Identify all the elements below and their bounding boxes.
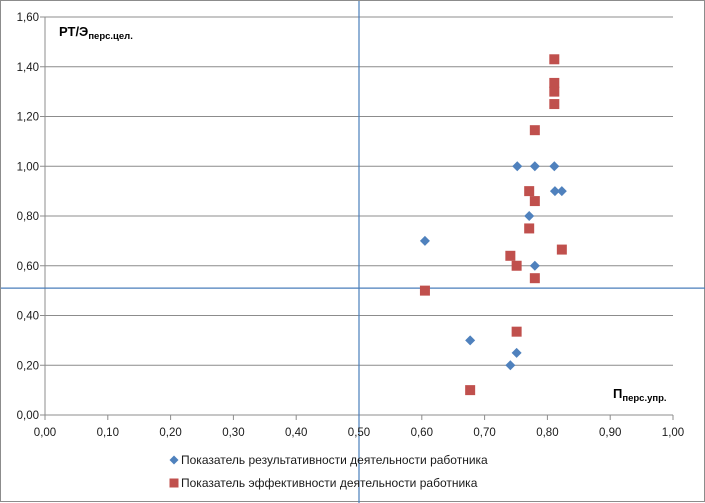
x-tick-label: 0,20 [159, 427, 181, 439]
y-tick-label: 0,40 [17, 311, 39, 323]
legend: Показатель результативности деятельности… [169, 453, 488, 490]
x-tick-label: 1,00 [662, 427, 684, 439]
x-tick-label: 0,00 [34, 427, 56, 439]
legend-item-series-2: Показатель эффективности деятельности ра… [169, 476, 478, 490]
y-axis-title-sub: перс.цел. [88, 31, 133, 42]
data-point-result [549, 161, 560, 172]
x-axis-title: Пперс.упр. [613, 386, 667, 404]
legend-label-series-1: Показатель результативности деятельности… [181, 453, 488, 467]
y-tick-label: 1,60 [17, 12, 39, 24]
x-tick-label: 0,30 [222, 427, 244, 439]
data-point-result [529, 161, 540, 172]
data-point-efficiency [524, 186, 535, 197]
data-points [419, 54, 567, 396]
y-tick-label: 0,20 [17, 360, 39, 372]
data-point-efficiency [419, 285, 430, 296]
data-point-result [511, 347, 522, 358]
data-point-result [512, 161, 523, 172]
axes [40, 16, 674, 420]
data-point-efficiency [511, 326, 522, 337]
data-point-efficiency [511, 260, 522, 271]
x-tick-label: 0,60 [411, 427, 433, 439]
data-point-result [524, 211, 535, 221]
x-tick-label: 0,50 [348, 427, 370, 439]
x-tick-label: 0,10 [97, 427, 119, 439]
data-point-result [529, 260, 540, 271]
y-tick-label: 1,20 [17, 112, 39, 124]
data-point-efficiency [549, 86, 560, 97]
data-point-efficiency [529, 196, 540, 207]
data-point-result [556, 186, 567, 197]
x-axis-title-main: П [613, 386, 622, 401]
y-axis-title-main: РТ/Э [59, 24, 88, 39]
y-tick-label: 0,60 [17, 261, 39, 273]
data-point-result [419, 235, 430, 246]
data-point-efficiency [529, 273, 540, 284]
x-tick-label: 0,40 [285, 427, 307, 439]
legend-label-series-2: Показатель эффективности деятельности ра… [181, 476, 478, 490]
x-tick-label: 0,70 [473, 427, 495, 439]
data-point-efficiency [529, 125, 540, 136]
legend-marker-square-icon [169, 478, 179, 488]
x-tick-labels: 0,00 0,10 0,20 0,30 0,40 0,50 0,60 0,70 0,80 0,90… [34, 427, 684, 439]
x-axis-title-sub: перс.упр. [622, 393, 666, 404]
legend-item-series-1: Показатель результативности деятельности… [169, 453, 488, 467]
legend-marker-diamond-icon [169, 455, 179, 465]
x-tick-label: 0,90 [599, 427, 621, 439]
data-point-efficiency [465, 385, 476, 396]
data-point-result [549, 186, 560, 197]
data-point-efficiency [549, 99, 560, 110]
data-point-result [505, 360, 516, 371]
y-tick-label: 1,40 [17, 62, 39, 74]
data-point-efficiency [505, 250, 516, 261]
x-tick-label: 0,80 [536, 427, 558, 439]
data-point-efficiency [549, 77, 560, 88]
data-point-efficiency [524, 223, 535, 234]
data-point-efficiency [556, 244, 567, 255]
y-axis-title: РТ/Эперс.цел. [59, 24, 133, 42]
y-tick-label: 0,80 [17, 211, 39, 223]
y-tick-label: 0,00 [17, 410, 39, 422]
y-tick-labels: 0,00 0,20 0,40 0,60 0,80 1,00 1,20 1,40 1,60 [17, 12, 39, 422]
data-point-efficiency [549, 54, 560, 65]
y-tick-label: 1,00 [17, 161, 39, 173]
data-point-result [465, 335, 476, 346]
